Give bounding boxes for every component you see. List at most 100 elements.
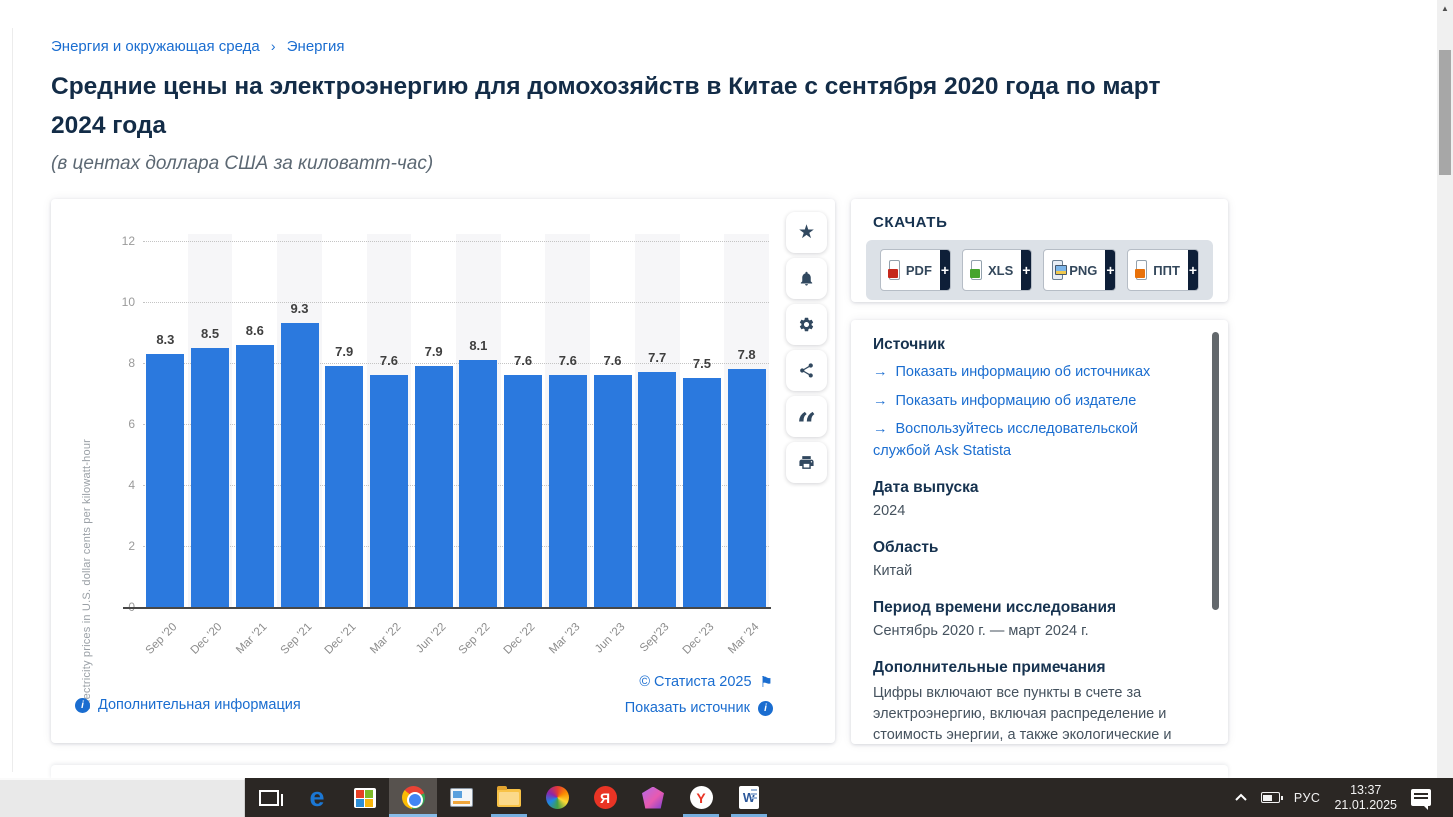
plus-icon: +	[1021, 249, 1031, 291]
clock[interactable]: 13:37 21.01.2025	[1334, 783, 1397, 813]
plus-icon: +	[1188, 249, 1198, 291]
language-indicator[interactable]: РУС	[1294, 791, 1321, 805]
info-icon: i	[758, 701, 773, 716]
ask-statista-link[interactable]: →Воспользуйтесь исследовательской службо…	[873, 419, 1198, 462]
bar[interactable]	[281, 323, 319, 607]
bar-value-label: 7.6	[501, 353, 546, 368]
cite-button[interactable]: “	[786, 396, 827, 437]
xls-file-icon	[971, 260, 982, 280]
bar[interactable]	[638, 372, 676, 607]
copyright-label: © Статиста 2025	[639, 674, 751, 690]
statista-page: Энергия и окружающая среда › Энергия Сре…	[51, 38, 1231, 744]
gridline	[143, 302, 769, 303]
survey-period-section: Период времени исследования Сентябрь 202…	[873, 599, 1198, 642]
bar[interactable]	[594, 375, 632, 607]
scrollbar-up-arrow-icon[interactable]: ▲	[1437, 0, 1453, 16]
download-pdf-button[interactable]: PDF +	[880, 249, 951, 291]
battery-icon[interactable]	[1261, 792, 1280, 803]
share-button[interactable]	[786, 350, 827, 391]
source-panel-scrollbar[interactable]	[1212, 332, 1219, 610]
show-publisher-link[interactable]: →Показать информацию об издателе	[873, 391, 1198, 413]
y-tick-label: 12	[99, 234, 135, 248]
word-button[interactable]: W	[725, 778, 773, 817]
edge-icon: e	[309, 784, 324, 811]
download-tray: PDF + XLS + PNG + ППТ	[866, 240, 1213, 300]
bar[interactable]	[236, 345, 274, 607]
task-view-button[interactable]	[245, 778, 293, 817]
x-axis-line	[123, 607, 771, 609]
file-explorer-button[interactable]	[485, 778, 533, 817]
bar-chart: 0246810128.38.58.69.37.97.67.98.17.67.67…	[143, 241, 769, 607]
download-ppt-label: ППТ	[1153, 263, 1188, 278]
chart-credits: © Статиста 2025 ⚑ Показать источник i	[625, 673, 773, 725]
ppt-file-icon	[1136, 260, 1147, 280]
taskbar-docked-window[interactable]	[0, 778, 245, 817]
chevron-up-icon	[1235, 793, 1247, 802]
download-xls-button[interactable]: XLS +	[962, 249, 1032, 291]
plus-icon: +	[940, 249, 950, 291]
bar-value-label: 8.1	[456, 338, 501, 353]
photos-button[interactable]	[533, 778, 581, 817]
yandex-browser-icon: Я	[594, 786, 617, 809]
y-tick-label: 6	[99, 417, 135, 431]
bar[interactable]	[728, 369, 766, 607]
bar[interactable]	[146, 354, 184, 607]
edge-button[interactable]: e	[293, 778, 341, 817]
page-scrollbar[interactable]: ▲	[1437, 0, 1453, 778]
print-icon	[798, 454, 815, 471]
print-button[interactable]	[786, 442, 827, 483]
arrow-icon: →	[873, 364, 888, 380]
breadcrumb-link-category[interactable]: Энергия и окружающая среда	[51, 38, 260, 55]
microsoft-store-icon	[354, 788, 376, 808]
settings-gear-icon	[798, 316, 815, 333]
show-publisher-label: Показать информацию об издателе	[896, 393, 1137, 409]
breadcrumb-separator: ›	[271, 38, 276, 54]
bar[interactable]	[325, 366, 363, 607]
paint3d-button[interactable]	[629, 778, 677, 817]
page-subtitle: (в центах доллара США за киловатт-час)	[51, 153, 1231, 175]
right-column: СКАЧАТЬ PDF + XLS + PNG +	[851, 199, 1228, 744]
y-axis-title: Electricity prices in U.S. dollar cents …	[81, 439, 93, 710]
breadcrumb-link-subcategory[interactable]: Энергия	[287, 38, 345, 55]
favorite-button[interactable]: ★	[786, 212, 827, 253]
bar-value-label: 7.6	[590, 353, 635, 368]
bar-value-label: 8.5	[188, 326, 233, 341]
chrome-button[interactable]	[389, 778, 437, 817]
bar-value-label: 7.9	[411, 344, 456, 359]
microsoft-store-button[interactable]	[341, 778, 389, 817]
show-source-label: Показать источник	[625, 700, 750, 716]
task-view-icon	[259, 790, 279, 806]
action-center-icon[interactable]	[1411, 789, 1431, 806]
tray-expand-button[interactable]	[1235, 789, 1247, 807]
bar[interactable]	[191, 348, 229, 607]
download-png-button[interactable]: PNG +	[1043, 249, 1116, 291]
scrollbar-thumb[interactable]	[1439, 50, 1451, 175]
chart-card: Electricity prices in U.S. dollar cents …	[51, 199, 835, 743]
copyright-row[interactable]: © Статиста 2025 ⚑	[625, 673, 773, 691]
y-tick-label: 10	[99, 295, 135, 309]
download-xls-label: XLS	[988, 263, 1021, 278]
alerts-button[interactable]	[786, 258, 827, 299]
yandex-browser-button[interactable]: Я	[581, 778, 629, 817]
page-title: Средние цены на электроэнергию для домох…	[51, 67, 1201, 145]
region-value: Китай	[873, 561, 1183, 582]
bar-value-label: 8.3	[143, 332, 188, 347]
bar[interactable]	[415, 366, 453, 607]
presentation-app-button[interactable]	[437, 778, 485, 817]
additional-info-link[interactable]: i Дополнительная информация	[75, 697, 301, 713]
settings-button[interactable]	[786, 304, 827, 345]
y-tick-label: 4	[99, 478, 135, 492]
download-ppt-button[interactable]: ППТ +	[1127, 249, 1199, 291]
ask-statista-label: Воспользуйтесь исследовательской службой…	[873, 421, 1138, 459]
yandex-y-button[interactable]: Y	[677, 778, 725, 817]
bar[interactable]	[549, 375, 587, 607]
bar[interactable]	[504, 375, 542, 607]
notification-bell-icon	[798, 270, 815, 287]
bar[interactable]	[370, 375, 408, 607]
bar[interactable]	[459, 360, 497, 607]
show-source-link[interactable]: Показать источник i	[625, 700, 773, 716]
show-sources-label: Показать информацию об источниках	[896, 364, 1151, 380]
show-sources-link[interactable]: → Показать информацию об источниках	[873, 362, 1198, 384]
bar-value-label: 7.6	[367, 353, 412, 368]
bar[interactable]	[683, 378, 721, 607]
